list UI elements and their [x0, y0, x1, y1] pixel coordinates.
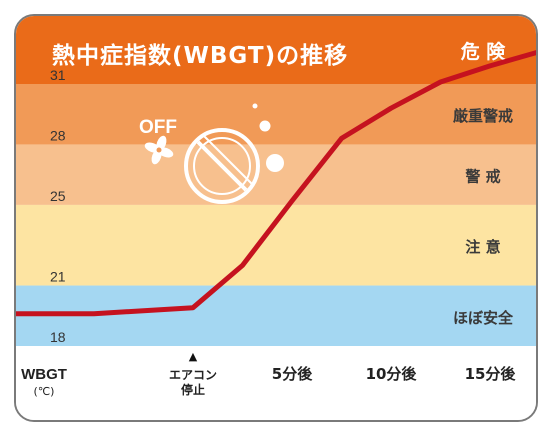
- chart-title: 熱中症指数(WBGT)の推移: [52, 43, 349, 69]
- x-tick-label-2-0: 10分後: [366, 365, 418, 383]
- axis-area: [16, 346, 536, 420]
- prohibited-ring-inner: [193, 137, 251, 195]
- zone-label-2: 警 戒: [464, 168, 500, 186]
- bubble-0: [252, 103, 258, 109]
- fan-blade: [144, 142, 161, 153]
- x-tick-label-1-0: 5分後: [272, 365, 313, 383]
- fan-hub: [156, 147, 162, 153]
- fan-icon: [144, 135, 174, 165]
- zone-label-4: ほぼ安全: [453, 309, 514, 327]
- zone-band-0: [16, 16, 536, 84]
- y-axis-label: WBGT: [21, 366, 67, 383]
- prohibited-ring-outer: [184, 128, 260, 204]
- fan-blade: [151, 148, 162, 165]
- prohibited-slash: [196, 140, 248, 192]
- x-tick-label-0-1: 停止: [181, 382, 205, 397]
- y-axis-unit: (℃): [34, 385, 55, 398]
- x-tick-label-0-0: エアコン: [169, 368, 217, 382]
- chart-frame: 危 険厳重警戒警 戒注 意ほぼ安全 18 21 25 28 31 WBGT (℃) ▲ エアコン停…: [14, 14, 538, 422]
- bubble-2: [266, 154, 284, 172]
- prohibited-sign-icon: [184, 128, 260, 204]
- zone-label-1: 厳重警戒: [453, 107, 513, 125]
- prohibited-slash-2: [203, 135, 253, 185]
- y-tick-label-4: 31: [50, 67, 66, 83]
- y-tick-label-0: 18: [50, 329, 66, 345]
- x-tick-label-3-0: 15分後: [465, 365, 517, 383]
- zone-band-1: [16, 84, 536, 145]
- annotation-off-text: OFF: [139, 117, 177, 138]
- y-tick-label-3: 28: [50, 127, 66, 143]
- fan-blade: [157, 147, 174, 158]
- zone-label-3: 注 意: [465, 238, 500, 256]
- zone-band-3: [16, 204, 536, 286]
- zone-band-2: [16, 144, 536, 205]
- y-tick-label-2: 25: [50, 188, 66, 204]
- y-tick-label-1: 21: [50, 269, 66, 285]
- bubble-1: [259, 120, 271, 132]
- x-tick-marker: ▲: [189, 350, 198, 363]
- zone-label-0: 危 険: [461, 40, 507, 63]
- zone-band-4: [16, 285, 536, 346]
- series-line: [16, 50, 536, 317]
